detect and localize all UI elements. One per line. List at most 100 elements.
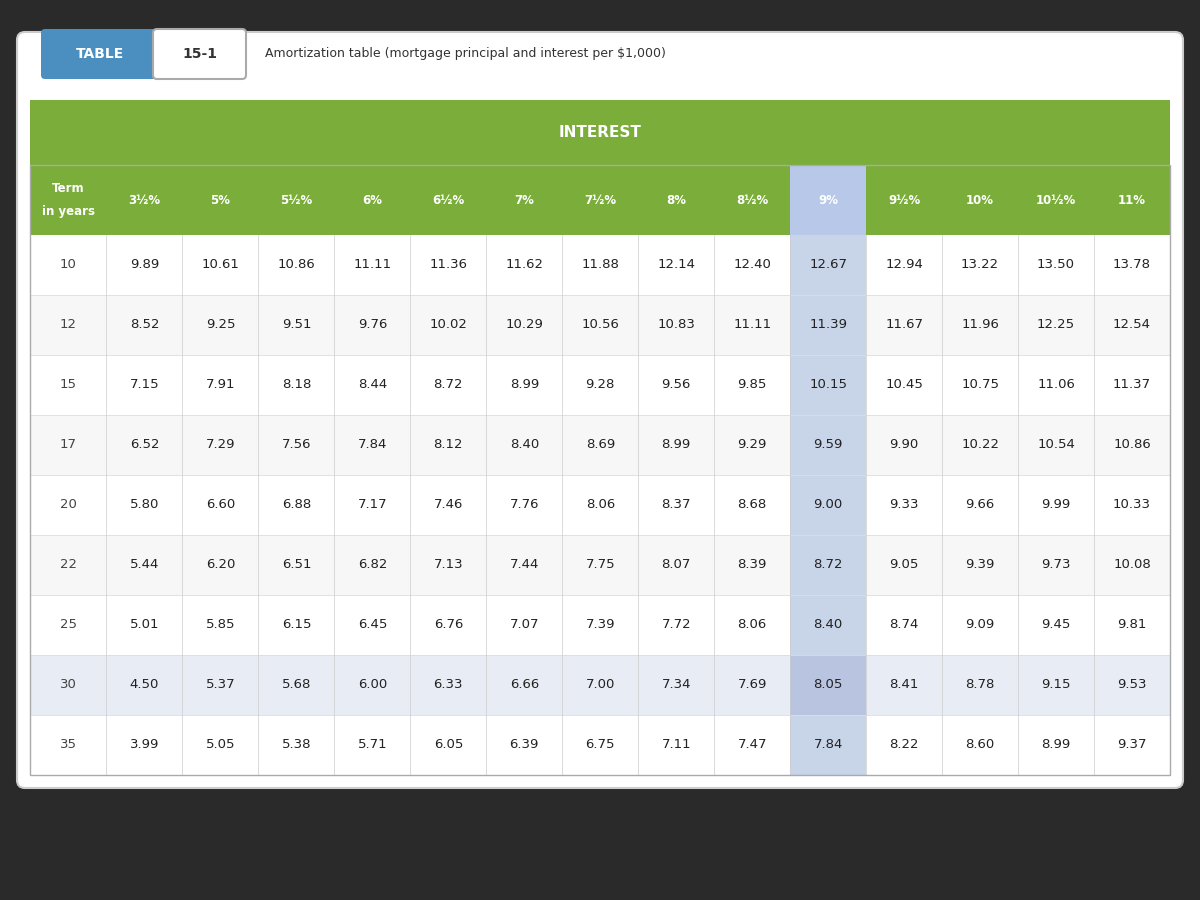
- Text: 6½%: 6½%: [432, 194, 464, 206]
- Bar: [30, 475, 1170, 535]
- Text: 10.02: 10.02: [430, 319, 467, 331]
- Text: 10.83: 10.83: [658, 319, 695, 331]
- Bar: [790, 355, 866, 415]
- Bar: [30, 535, 1170, 595]
- Text: 9.99: 9.99: [1042, 499, 1070, 511]
- Text: 8.06: 8.06: [738, 618, 767, 632]
- Text: 10.86: 10.86: [1114, 438, 1151, 452]
- Text: 8.99: 8.99: [510, 379, 539, 392]
- Bar: [790, 715, 866, 775]
- Text: 7.75: 7.75: [586, 559, 616, 572]
- Text: 9.37: 9.37: [1117, 739, 1147, 752]
- Text: 3½%: 3½%: [128, 194, 161, 206]
- Text: 9½%: 9½%: [888, 194, 920, 206]
- Text: 9.39: 9.39: [966, 559, 995, 572]
- Bar: [790, 595, 866, 655]
- Text: 6.39: 6.39: [510, 739, 539, 752]
- Text: 7.84: 7.84: [358, 438, 388, 452]
- Text: 7.47: 7.47: [738, 739, 767, 752]
- Text: 9.59: 9.59: [814, 438, 842, 452]
- Text: 3.99: 3.99: [130, 739, 160, 752]
- Text: 7.44: 7.44: [510, 559, 539, 572]
- Text: 9.81: 9.81: [1117, 618, 1147, 632]
- Bar: [30, 715, 1170, 775]
- Text: 13.22: 13.22: [961, 258, 1000, 272]
- Text: 5.38: 5.38: [282, 739, 311, 752]
- Text: 8.41: 8.41: [889, 679, 919, 691]
- Text: 8.37: 8.37: [661, 499, 691, 511]
- Text: 9.33: 9.33: [889, 499, 919, 511]
- Text: 8.40: 8.40: [510, 438, 539, 452]
- Text: 5%: 5%: [210, 194, 230, 206]
- Text: 9.00: 9.00: [814, 499, 842, 511]
- Text: 8.99: 8.99: [661, 438, 691, 452]
- Bar: [30, 165, 1170, 775]
- Text: 9.90: 9.90: [889, 438, 919, 452]
- Bar: [790, 235, 866, 295]
- Text: 11.67: 11.67: [886, 319, 923, 331]
- Text: 8.40: 8.40: [814, 618, 842, 632]
- Text: 10.22: 10.22: [961, 438, 1000, 452]
- Text: 8.06: 8.06: [586, 499, 614, 511]
- Text: 12.94: 12.94: [886, 258, 923, 272]
- Text: 8.99: 8.99: [1042, 739, 1070, 752]
- Text: 5.80: 5.80: [130, 499, 160, 511]
- Text: 12.54: 12.54: [1114, 319, 1151, 331]
- Text: 9.89: 9.89: [130, 258, 160, 272]
- Text: 5.85: 5.85: [205, 618, 235, 632]
- Text: 6.00: 6.00: [358, 679, 386, 691]
- Text: 8.78: 8.78: [966, 679, 995, 691]
- Text: 11.37: 11.37: [1112, 379, 1151, 392]
- Text: 10.75: 10.75: [961, 379, 1000, 392]
- Bar: [790, 655, 866, 715]
- Text: 7.76: 7.76: [510, 499, 539, 511]
- Text: 9.45: 9.45: [1042, 618, 1070, 632]
- Text: 10.29: 10.29: [505, 319, 544, 331]
- Text: 15-1: 15-1: [182, 47, 217, 61]
- Text: INTEREST: INTEREST: [558, 125, 642, 140]
- Text: 11.36: 11.36: [430, 258, 467, 272]
- Text: 10.08: 10.08: [1114, 559, 1151, 572]
- Text: 6.33: 6.33: [433, 679, 463, 691]
- Text: 6.66: 6.66: [510, 679, 539, 691]
- Bar: [790, 415, 866, 475]
- Text: 8.39: 8.39: [738, 559, 767, 572]
- Text: 9.85: 9.85: [738, 379, 767, 392]
- Bar: [30, 295, 1170, 355]
- Text: 10.15: 10.15: [809, 379, 847, 392]
- Text: 10.56: 10.56: [581, 319, 619, 331]
- Text: 10: 10: [60, 258, 77, 272]
- Text: 7.15: 7.15: [130, 379, 160, 392]
- Text: 9.09: 9.09: [966, 618, 995, 632]
- Text: 4.50: 4.50: [130, 679, 160, 691]
- Text: 7.00: 7.00: [586, 679, 614, 691]
- Text: 7.69: 7.69: [738, 679, 767, 691]
- Text: 7.34: 7.34: [661, 679, 691, 691]
- Text: 6.52: 6.52: [130, 438, 160, 452]
- Text: 7.56: 7.56: [282, 438, 311, 452]
- Text: 12.67: 12.67: [809, 258, 847, 272]
- Text: 6.05: 6.05: [433, 739, 463, 752]
- Text: 7%: 7%: [515, 194, 534, 206]
- Text: 5.71: 5.71: [358, 739, 388, 752]
- Text: 9.76: 9.76: [358, 319, 388, 331]
- Text: 5.01: 5.01: [130, 618, 160, 632]
- Bar: [30, 595, 1170, 655]
- Text: 9.15: 9.15: [1042, 679, 1070, 691]
- Text: 7.84: 7.84: [814, 739, 842, 752]
- Text: 8.69: 8.69: [586, 438, 614, 452]
- Text: 9.29: 9.29: [738, 438, 767, 452]
- Bar: [790, 165, 866, 235]
- Text: 10.86: 10.86: [277, 258, 316, 272]
- Text: 9.25: 9.25: [205, 319, 235, 331]
- Text: 7.07: 7.07: [510, 618, 539, 632]
- Text: 12: 12: [60, 319, 77, 331]
- Text: 12.14: 12.14: [658, 258, 695, 272]
- Text: 6.88: 6.88: [282, 499, 311, 511]
- Text: 7.13: 7.13: [433, 559, 463, 572]
- Text: 25: 25: [60, 618, 77, 632]
- Bar: [30, 415, 1170, 475]
- FancyBboxPatch shape: [154, 29, 246, 79]
- Text: 8.07: 8.07: [661, 559, 691, 572]
- Text: 6%: 6%: [362, 194, 383, 206]
